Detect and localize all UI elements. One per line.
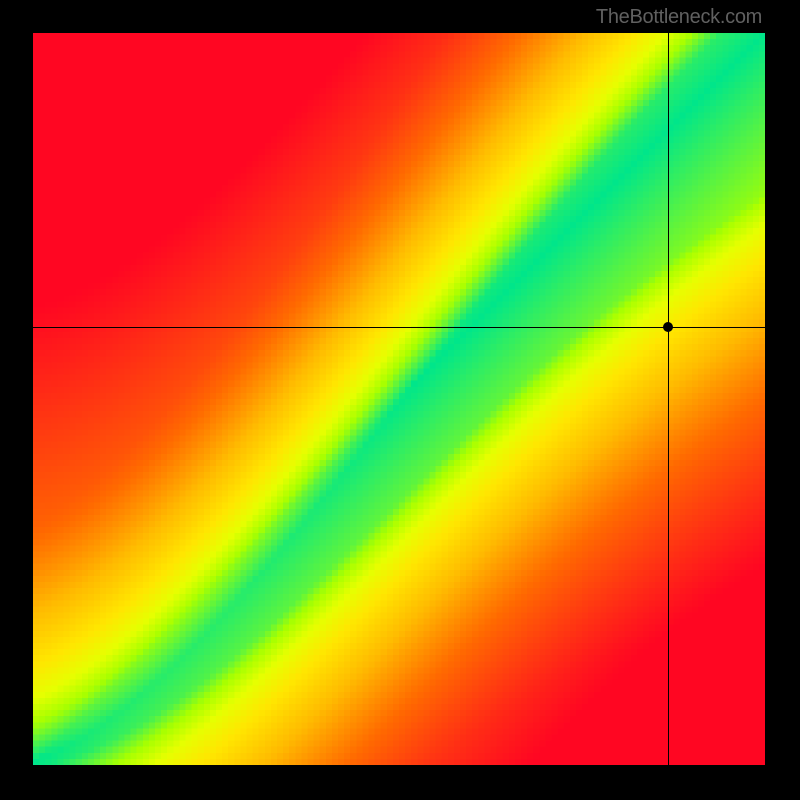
heatmap-plot-area <box>33 33 765 765</box>
crosshair-horizontal <box>33 327 765 328</box>
watermark-text: TheBottleneck.com <box>596 6 762 29</box>
crosshair-vertical <box>668 33 669 765</box>
heatmap-canvas <box>33 33 765 765</box>
crosshair-marker <box>663 322 673 332</box>
